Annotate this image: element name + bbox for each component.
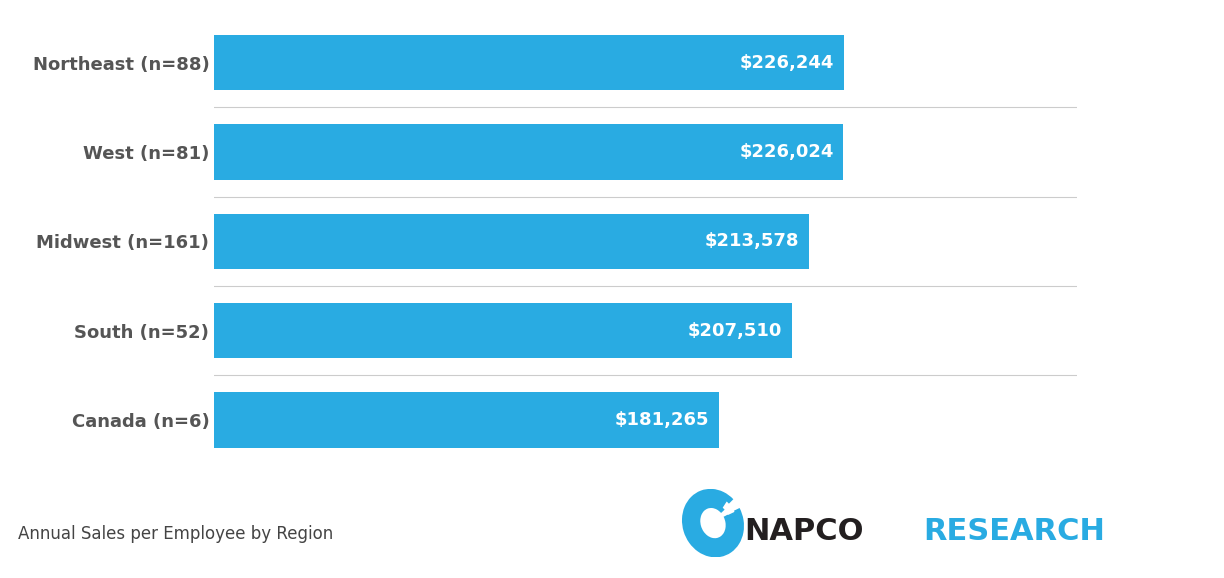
Text: $213,578: $213,578 bbox=[705, 232, 799, 250]
Polygon shape bbox=[685, 492, 741, 554]
Text: $226,024: $226,024 bbox=[739, 143, 834, 161]
Bar bbox=[214, 214, 809, 269]
Text: $226,244: $226,244 bbox=[739, 54, 835, 72]
Bar bbox=[214, 124, 843, 180]
Text: $181,265: $181,265 bbox=[614, 411, 709, 429]
Bar bbox=[214, 392, 718, 447]
Text: Annual Sales per Employee by Region: Annual Sales per Employee by Region bbox=[18, 525, 334, 543]
Bar bbox=[214, 35, 845, 90]
Text: $207,510: $207,510 bbox=[688, 321, 782, 340]
Bar bbox=[214, 303, 792, 358]
Text: NAPCO: NAPCO bbox=[744, 517, 864, 546]
Text: RESEARCH: RESEARCH bbox=[923, 517, 1105, 546]
